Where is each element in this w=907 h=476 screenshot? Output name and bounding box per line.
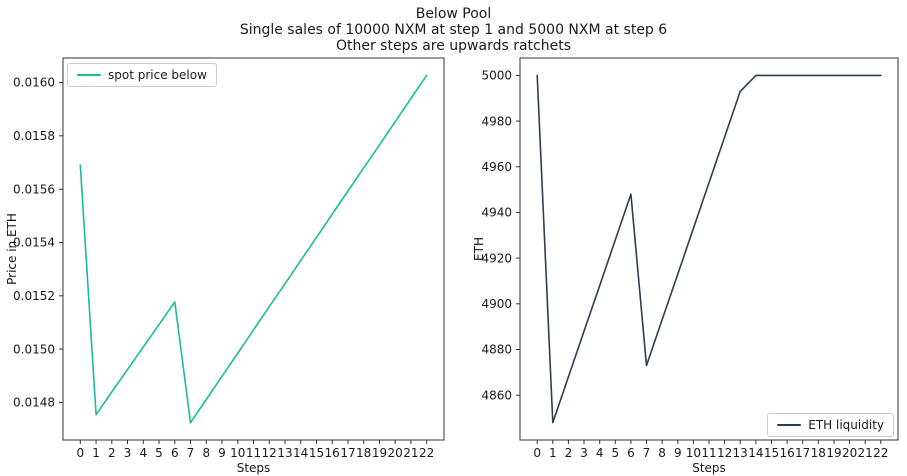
x-tick-label: 8 bbox=[658, 446, 666, 460]
x-tick-label: 17 bbox=[340, 446, 355, 460]
x-tick-label: 6 bbox=[171, 446, 179, 460]
y-tick-label: 4900 bbox=[481, 297, 512, 311]
legend-spot-price: spot price below bbox=[67, 63, 217, 87]
x-tick-label: 12 bbox=[717, 446, 732, 460]
x-tick-label: 10 bbox=[686, 446, 701, 460]
spot-price-below-chart: 0.0148 0.0150 0.0152 0.0154 0.0156 0.0158 0.01… bbox=[5, 57, 445, 475]
x-tick-label: 22 bbox=[419, 446, 434, 460]
x-tick-label: 19 bbox=[826, 446, 841, 460]
x-tick-label: 14 bbox=[748, 446, 763, 460]
x-tick-label: 16 bbox=[779, 446, 794, 460]
plot-spines bbox=[62, 57, 445, 441]
x-tick-label: 15 bbox=[309, 446, 324, 460]
x-tick-label: 20 bbox=[388, 446, 403, 460]
x-tick-label: 15 bbox=[764, 446, 779, 460]
x-tick-label: 9 bbox=[674, 446, 682, 460]
x-tick-label: 2 bbox=[108, 446, 116, 460]
spot-price-below-line bbox=[79, 74, 428, 424]
figure-title-line-3: Other steps are upwards ratchets bbox=[335, 38, 572, 54]
x-tick-label: 14 bbox=[293, 446, 308, 460]
x-tick-label: 0 bbox=[76, 446, 84, 460]
x-tick-label: 17 bbox=[795, 446, 810, 460]
x-tick-label: 11 bbox=[246, 446, 261, 460]
x-tick-label: 7 bbox=[643, 446, 651, 460]
x-tick-label: 8 bbox=[202, 446, 210, 460]
y-tick-label: 4960 bbox=[481, 160, 512, 174]
y-tick-label: 0.0152 bbox=[13, 289, 55, 303]
y-tick-label: 0.0160 bbox=[13, 76, 55, 90]
figure-title-line-2: Single sales of 10000 NXM at step 1 and … bbox=[239, 22, 668, 38]
y-tick-label: 5000 bbox=[481, 69, 512, 83]
y-tick-label: 0.0150 bbox=[13, 342, 55, 356]
y-tick-label: 0.0158 bbox=[13, 129, 55, 143]
legend-eth-liquidity: ETH liquidity bbox=[767, 413, 894, 437]
legend-label-eth-liquidity: ETH liquidity bbox=[808, 418, 884, 432]
x-axis-label: Steps bbox=[237, 461, 271, 475]
x-tick-label: 5 bbox=[155, 446, 163, 460]
x-tick-label: 3 bbox=[580, 446, 588, 460]
x-tick-label: 13 bbox=[277, 446, 292, 460]
y-tick-label: 0.0156 bbox=[13, 182, 55, 196]
x-tick-label: 7 bbox=[187, 446, 195, 460]
y-axis-label: ETH bbox=[472, 237, 486, 261]
y-tick-label: 4880 bbox=[481, 343, 512, 357]
x-tick-label: 1 bbox=[92, 446, 100, 460]
x-axis-label: Steps bbox=[692, 461, 726, 475]
x-tick-label: 4 bbox=[139, 446, 147, 460]
legend-line-swatch-spot-price bbox=[77, 74, 101, 76]
y-tick-label: 0.0154 bbox=[13, 236, 55, 250]
x-tick-label: 1 bbox=[549, 446, 557, 460]
x-tick-label: 11 bbox=[701, 446, 716, 460]
plot-spines bbox=[519, 57, 899, 441]
x-tick-label: 9 bbox=[218, 446, 226, 460]
x-tick-label: 12 bbox=[262, 446, 277, 460]
eth-liquidity-line bbox=[536, 74, 882, 424]
x-tick-label: 22 bbox=[873, 446, 888, 460]
x-tick-label: 6 bbox=[627, 446, 635, 460]
x-tick-label: 18 bbox=[811, 446, 826, 460]
legend-line-swatch-eth-liquidity bbox=[777, 424, 802, 426]
x-tick-label: 21 bbox=[403, 446, 418, 460]
y-tick-label: 4920 bbox=[481, 251, 512, 265]
y-tick-label: 4980 bbox=[481, 114, 512, 128]
figure-title: Below Pool Single sales of 10000 NXM at … bbox=[0, 6, 907, 54]
y-axis-label: Price in ETH bbox=[5, 213, 19, 285]
y-tick-label: 4860 bbox=[481, 388, 512, 402]
figure-title-line-1: Below Pool bbox=[415, 6, 492, 22]
x-tick-label: 4 bbox=[596, 446, 604, 460]
x-tick-label: 20 bbox=[842, 446, 857, 460]
x-tick-label: 21 bbox=[858, 446, 873, 460]
y-tick-label: 4940 bbox=[481, 206, 512, 220]
x-tick-label: 10 bbox=[230, 446, 245, 460]
x-tick-label: 3 bbox=[124, 446, 132, 460]
x-tick-label: 5 bbox=[611, 446, 619, 460]
x-tick-label: 18 bbox=[356, 446, 371, 460]
y-tick-label: 0.0148 bbox=[13, 396, 55, 410]
x-tick-label: 16 bbox=[325, 446, 340, 460]
x-tick-label: 13 bbox=[733, 446, 748, 460]
x-tick-label: 0 bbox=[533, 446, 541, 460]
x-tick-label: 2 bbox=[565, 446, 573, 460]
x-tick-label: 19 bbox=[372, 446, 387, 460]
legend-label-spot-price: spot price below bbox=[108, 68, 207, 82]
